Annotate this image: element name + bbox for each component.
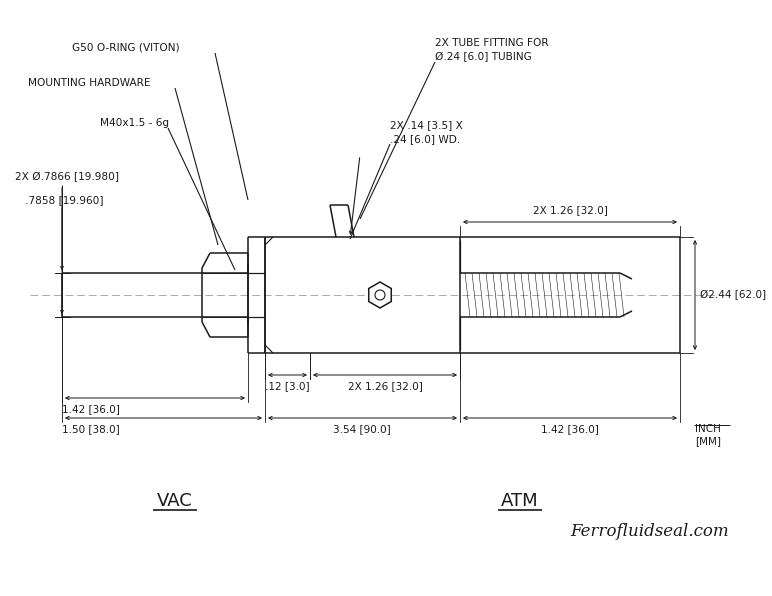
Text: M40x1.5 - 6g: M40x1.5 - 6g — [100, 118, 169, 128]
Text: 2X .14 [3.5] X: 2X .14 [3.5] X — [390, 120, 463, 130]
Text: MOUNTING HARDWARE: MOUNTING HARDWARE — [28, 78, 151, 88]
Text: 1.50 [38.0]: 1.50 [38.0] — [62, 424, 120, 434]
Text: 3.54 [90.0]: 3.54 [90.0] — [334, 424, 391, 434]
Text: 2X 1.26 [32.0]: 2X 1.26 [32.0] — [533, 205, 608, 215]
Circle shape — [375, 290, 385, 300]
Text: .12 [3.0]: .12 [3.0] — [265, 381, 310, 391]
Text: G50 O-RING (VITON): G50 O-RING (VITON) — [72, 43, 180, 53]
Text: ATM: ATM — [501, 492, 539, 510]
Text: VAC: VAC — [157, 492, 193, 510]
Polygon shape — [369, 282, 391, 308]
Text: 2X Ø.7866 [19.980]: 2X Ø.7866 [19.980] — [15, 172, 119, 182]
Text: 2X TUBE FITTING FOR: 2X TUBE FITTING FOR — [435, 38, 549, 48]
Text: Ø2.44 [62.0]: Ø2.44 [62.0] — [700, 290, 766, 300]
Text: [MM]: [MM] — [695, 436, 721, 446]
Text: INCH: INCH — [695, 424, 721, 434]
Text: Ferrofluidseal.com: Ferrofluidseal.com — [571, 523, 730, 540]
Text: .24 [6.0] WD.: .24 [6.0] WD. — [390, 134, 460, 144]
Text: Ø.24 [6.0] TUBING: Ø.24 [6.0] TUBING — [435, 52, 532, 62]
Text: 2X 1.26 [32.0]: 2X 1.26 [32.0] — [347, 381, 422, 391]
Text: 1.42 [36.0]: 1.42 [36.0] — [62, 404, 120, 414]
Text: 1.42 [36.0]: 1.42 [36.0] — [541, 424, 599, 434]
Text: .7858 [19.960]: .7858 [19.960] — [15, 195, 103, 205]
